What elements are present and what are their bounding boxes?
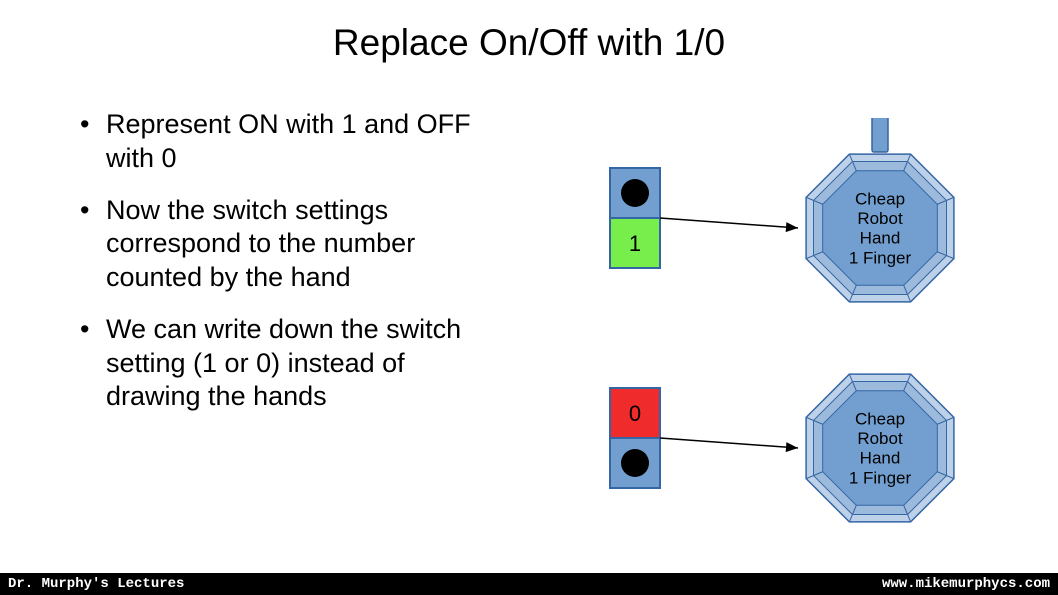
- svg-text:Robot: Robot: [857, 429, 903, 448]
- slide-footer: Dr. Murphy's Lectures www.mikemurphycs.c…: [0, 573, 1058, 595]
- svg-text:0: 0: [629, 401, 641, 426]
- bullet-item: Now the switch settings correspond to th…: [74, 194, 474, 295]
- diagram-svg: 1CheapRobotHand1 Finger0CheapRobotHand1 …: [540, 118, 1020, 538]
- diagram-area: 1CheapRobotHand1 Finger0CheapRobotHand1 …: [540, 118, 1020, 538]
- bullet-item: Represent ON with 1 and OFF with 0: [74, 108, 474, 176]
- slide: Replace On/Off with 1/0 Represent ON wit…: [0, 0, 1058, 595]
- svg-text:Hand: Hand: [860, 449, 901, 468]
- footer-left: Dr. Murphy's Lectures: [8, 576, 184, 592]
- svg-text:Robot: Robot: [857, 209, 903, 228]
- slide-title: Replace On/Off with 1/0: [0, 22, 1058, 64]
- footer-right: www.mikemurphycs.com: [882, 576, 1050, 592]
- svg-text:1 Finger: 1 Finger: [849, 248, 912, 267]
- bullet-list: Represent ON with 1 and OFF with 0 Now t…: [74, 108, 474, 432]
- svg-text:Cheap: Cheap: [855, 190, 905, 209]
- svg-text:Cheap: Cheap: [855, 410, 905, 429]
- svg-text:Hand: Hand: [860, 229, 901, 248]
- svg-text:1: 1: [629, 231, 641, 256]
- svg-text:1 Finger: 1 Finger: [849, 468, 912, 487]
- bullet-item: We can write down the switch setting (1 …: [74, 313, 474, 414]
